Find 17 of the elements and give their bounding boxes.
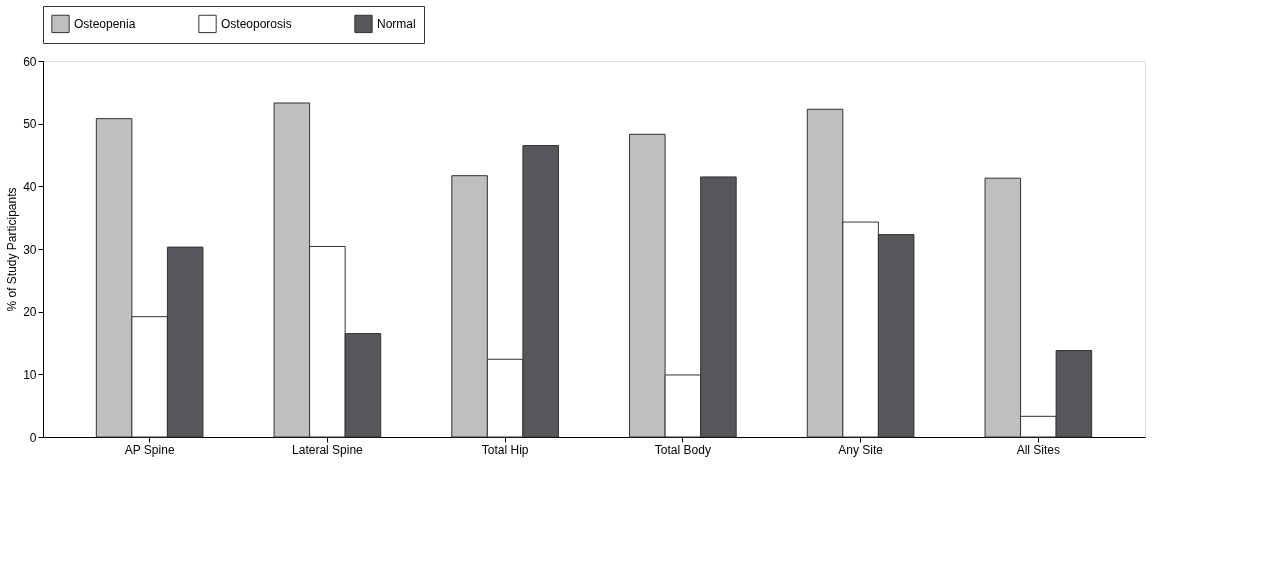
y-tick-label: 0 — [29, 430, 37, 445]
y-tick-label: 20 — [23, 305, 37, 320]
legend-label: Osteoporosis — [221, 16, 292, 31]
y-tick-label: 50 — [23, 117, 37, 132]
y-axis-title: % of Study Participants — [5, 187, 20, 312]
legend-label: Osteopenia — [74, 16, 136, 31]
y-tick-label: 10 — [23, 367, 37, 382]
y-tick-label: 60 — [23, 54, 37, 69]
x-tick-label: Any Site — [838, 442, 884, 457]
x-tick-label: AP Spine — [124, 442, 175, 457]
x-tick-label: Lateral Spine — [292, 442, 364, 457]
y-tick-label: 40 — [23, 179, 37, 194]
y-tick-label: 30 — [23, 242, 37, 257]
legend-label: Normal — [377, 16, 416, 31]
x-tick-label: All Sites — [1016, 442, 1061, 457]
x-tick-label: Total Body — [654, 442, 711, 457]
x-tick-label: Total Hip — [481, 442, 529, 457]
